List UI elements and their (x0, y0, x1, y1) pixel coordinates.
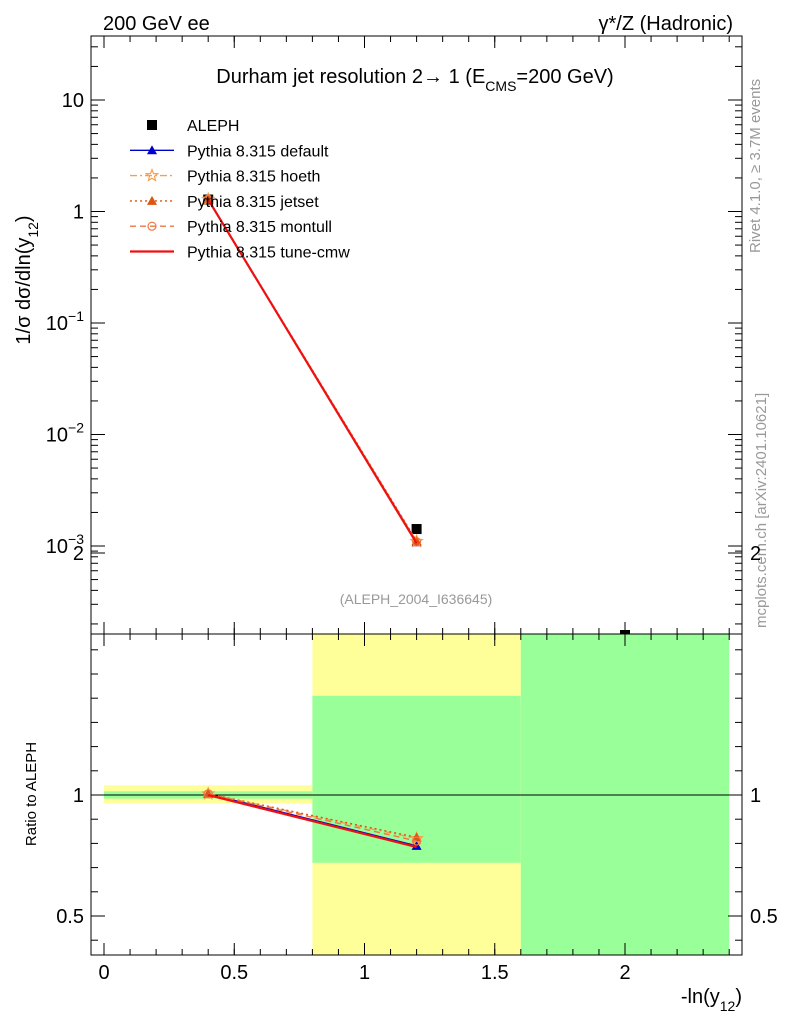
legend-label: Pythia 8.315 montull (187, 219, 332, 236)
ratio-line-0 (208, 793, 417, 847)
chart-title: Durham jet resolution 2→ 1 (ECMS=200 GeV… (216, 66, 613, 94)
series-marker-2 (203, 194, 214, 204)
x-tick-label: 0 (98, 962, 109, 984)
y-tick-label: 1 (73, 202, 84, 224)
analysis-id: (ALEPH_2004_I636645) (340, 591, 493, 607)
legend-entry: Pythia 8.315 jetset (130, 194, 319, 211)
y-tick-label: 10−2 (46, 420, 84, 447)
header-left: 200 GeV ee (103, 13, 210, 35)
y-tick-label: 10−1 (46, 308, 84, 335)
ratio-y-tick-label: 0.5 (56, 906, 84, 928)
rivet-version-label: Rivet 4.1.0, ≥ 3.7M events (747, 79, 764, 253)
x-tick-label: 2 (619, 962, 630, 984)
legend-marker (144, 167, 160, 182)
legend-marker (147, 195, 157, 205)
mcplots-label: mcplots.cern.ch [arXiv:2401.10621] (753, 393, 770, 628)
ratio-y-tick-label-right: 2 (750, 543, 761, 565)
legend-marker (147, 120, 157, 130)
legend-label: Pythia 8.315 hoeth (187, 169, 320, 186)
header-right: γ*/Z (Hadronic) (599, 13, 733, 35)
legend-marker (147, 221, 157, 231)
series-marker-2 (411, 535, 422, 545)
series-marker-3 (203, 194, 213, 204)
y-tick-label: 10 (62, 90, 84, 112)
ratio-y-tick-label-right: 1 (750, 785, 761, 807)
legend-entry: Pythia 8.315 montull (130, 219, 332, 236)
legend-marker (147, 145, 157, 155)
ratio-marker-3 (412, 836, 422, 846)
legend-label: ALEPH (187, 118, 239, 135)
ratio-panel: 0 0.5 1 1.5 2 0.5 0.5 1 1 2 2 (56, 543, 778, 984)
x-axis-label: -ln(y12) (681, 986, 742, 1014)
data-point (411, 524, 422, 535)
x-tick-label: 1.5 (481, 962, 509, 984)
x-tick-label: 1 (359, 962, 370, 984)
ratio-line-4 (207, 793, 417, 849)
ratio-y-tick-label: 2 (73, 543, 84, 565)
y-tick-label: 10−3 (46, 531, 84, 558)
y-axis-label: 1/σ dσ/dln(y12) (13, 215, 41, 344)
main-panel: 10 1 10−1 10−2 10−3 (46, 35, 743, 635)
series-marker-3 (412, 537, 422, 547)
legend-label: Pythia 8.315 jetset (187, 194, 319, 211)
legend-label: Pythia 8.315 tune-cmw (187, 245, 350, 262)
series-line-4 (207, 198, 418, 544)
legend-entry: Pythia 8.315 tune-cmw (130, 245, 350, 262)
legend-entry: Pythia 8.315 hoeth (130, 167, 320, 186)
ratio-y-tick-label-right: 0.5 (750, 906, 778, 928)
legend-label: Pythia 8.315 default (187, 143, 329, 160)
legend: ALEPH Pythia 8.315 default Pythia 8.315 ho… (130, 118, 350, 262)
legend-entry: Pythia 8.315 default (130, 143, 329, 160)
x-tick-label: 0.5 (220, 962, 248, 984)
ratio-y-axis-label: Ratio to ALEPH (23, 742, 40, 846)
ratio-line-3 (208, 793, 417, 842)
ratio-marker-3 (203, 789, 213, 799)
legend-entry: ALEPH (147, 118, 239, 135)
ratio-y-tick-label: 1 (73, 785, 84, 807)
